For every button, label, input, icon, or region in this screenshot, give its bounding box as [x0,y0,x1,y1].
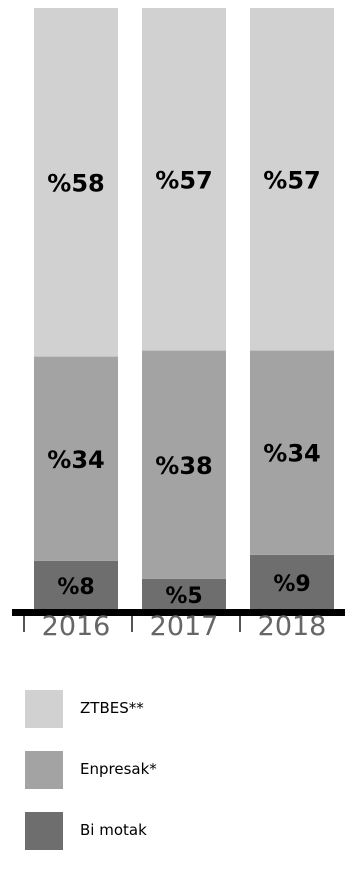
bar-segment-enpresak-2016 [34,356,118,561]
legend-swatch-ztbes [25,690,63,728]
x-tick-label-2017: 2017 [150,611,219,640]
legend-label-bi-motak: Bi motak [80,821,147,839]
bar-segment-enpresak-2017 [142,350,226,579]
x-tick-label-2018: 2018 [258,611,327,640]
legend-label-enpresak: Enpresak* [80,760,157,778]
legend-item-bi-motak: Bi motak [25,812,325,850]
bar-segment-enpresak-2018 [250,350,334,555]
legend: ZTBES** Enpresak* Bi motak [25,690,325,873]
x-axis-divider [131,616,133,632]
bar-segment-ztbes-2017 [142,8,226,351]
bar-segment-ztbes-2018 [250,8,334,351]
legend-swatch-bi-motak [25,812,63,850]
legend-item-ztbes: ZTBES** [25,690,325,728]
legend-item-enpresak: Enpresak* [25,751,325,789]
x-axis-baseline [12,609,345,616]
bar-segment-bi-motak-2017 [142,578,226,609]
data-label-bi-motak-2018: %9 [273,572,310,597]
x-axis-divider [239,616,241,632]
data-label-ztbes-2017: %57 [155,166,212,194]
data-label-enpresak-2016: %34 [47,446,104,474]
data-label-bi-motak-2017: %5 [165,584,202,609]
bar-segment-bi-motak-2016 [34,560,118,609]
data-label-enpresak-2017: %38 [155,452,212,480]
data-label-ztbes-2016: %58 [47,169,104,197]
stacked-bar-chart: %8 %34 %58 %5 %38 %57 %9 %34 %57 2016 2017 2018 [12,8,345,640]
legend-swatch-enpresak [25,751,63,789]
data-label-enpresak-2018: %34 [263,440,320,468]
data-label-bi-motak-2016: %8 [57,575,94,600]
data-label-ztbes-2018: %57 [263,166,320,194]
bar-segment-bi-motak-2018 [250,554,334,609]
legend-label-ztbes: ZTBES** [80,699,144,717]
x-axis-divider [23,616,25,632]
bar-segment-ztbes-2016 [34,8,118,357]
x-tick-label-2016: 2016 [42,611,111,640]
